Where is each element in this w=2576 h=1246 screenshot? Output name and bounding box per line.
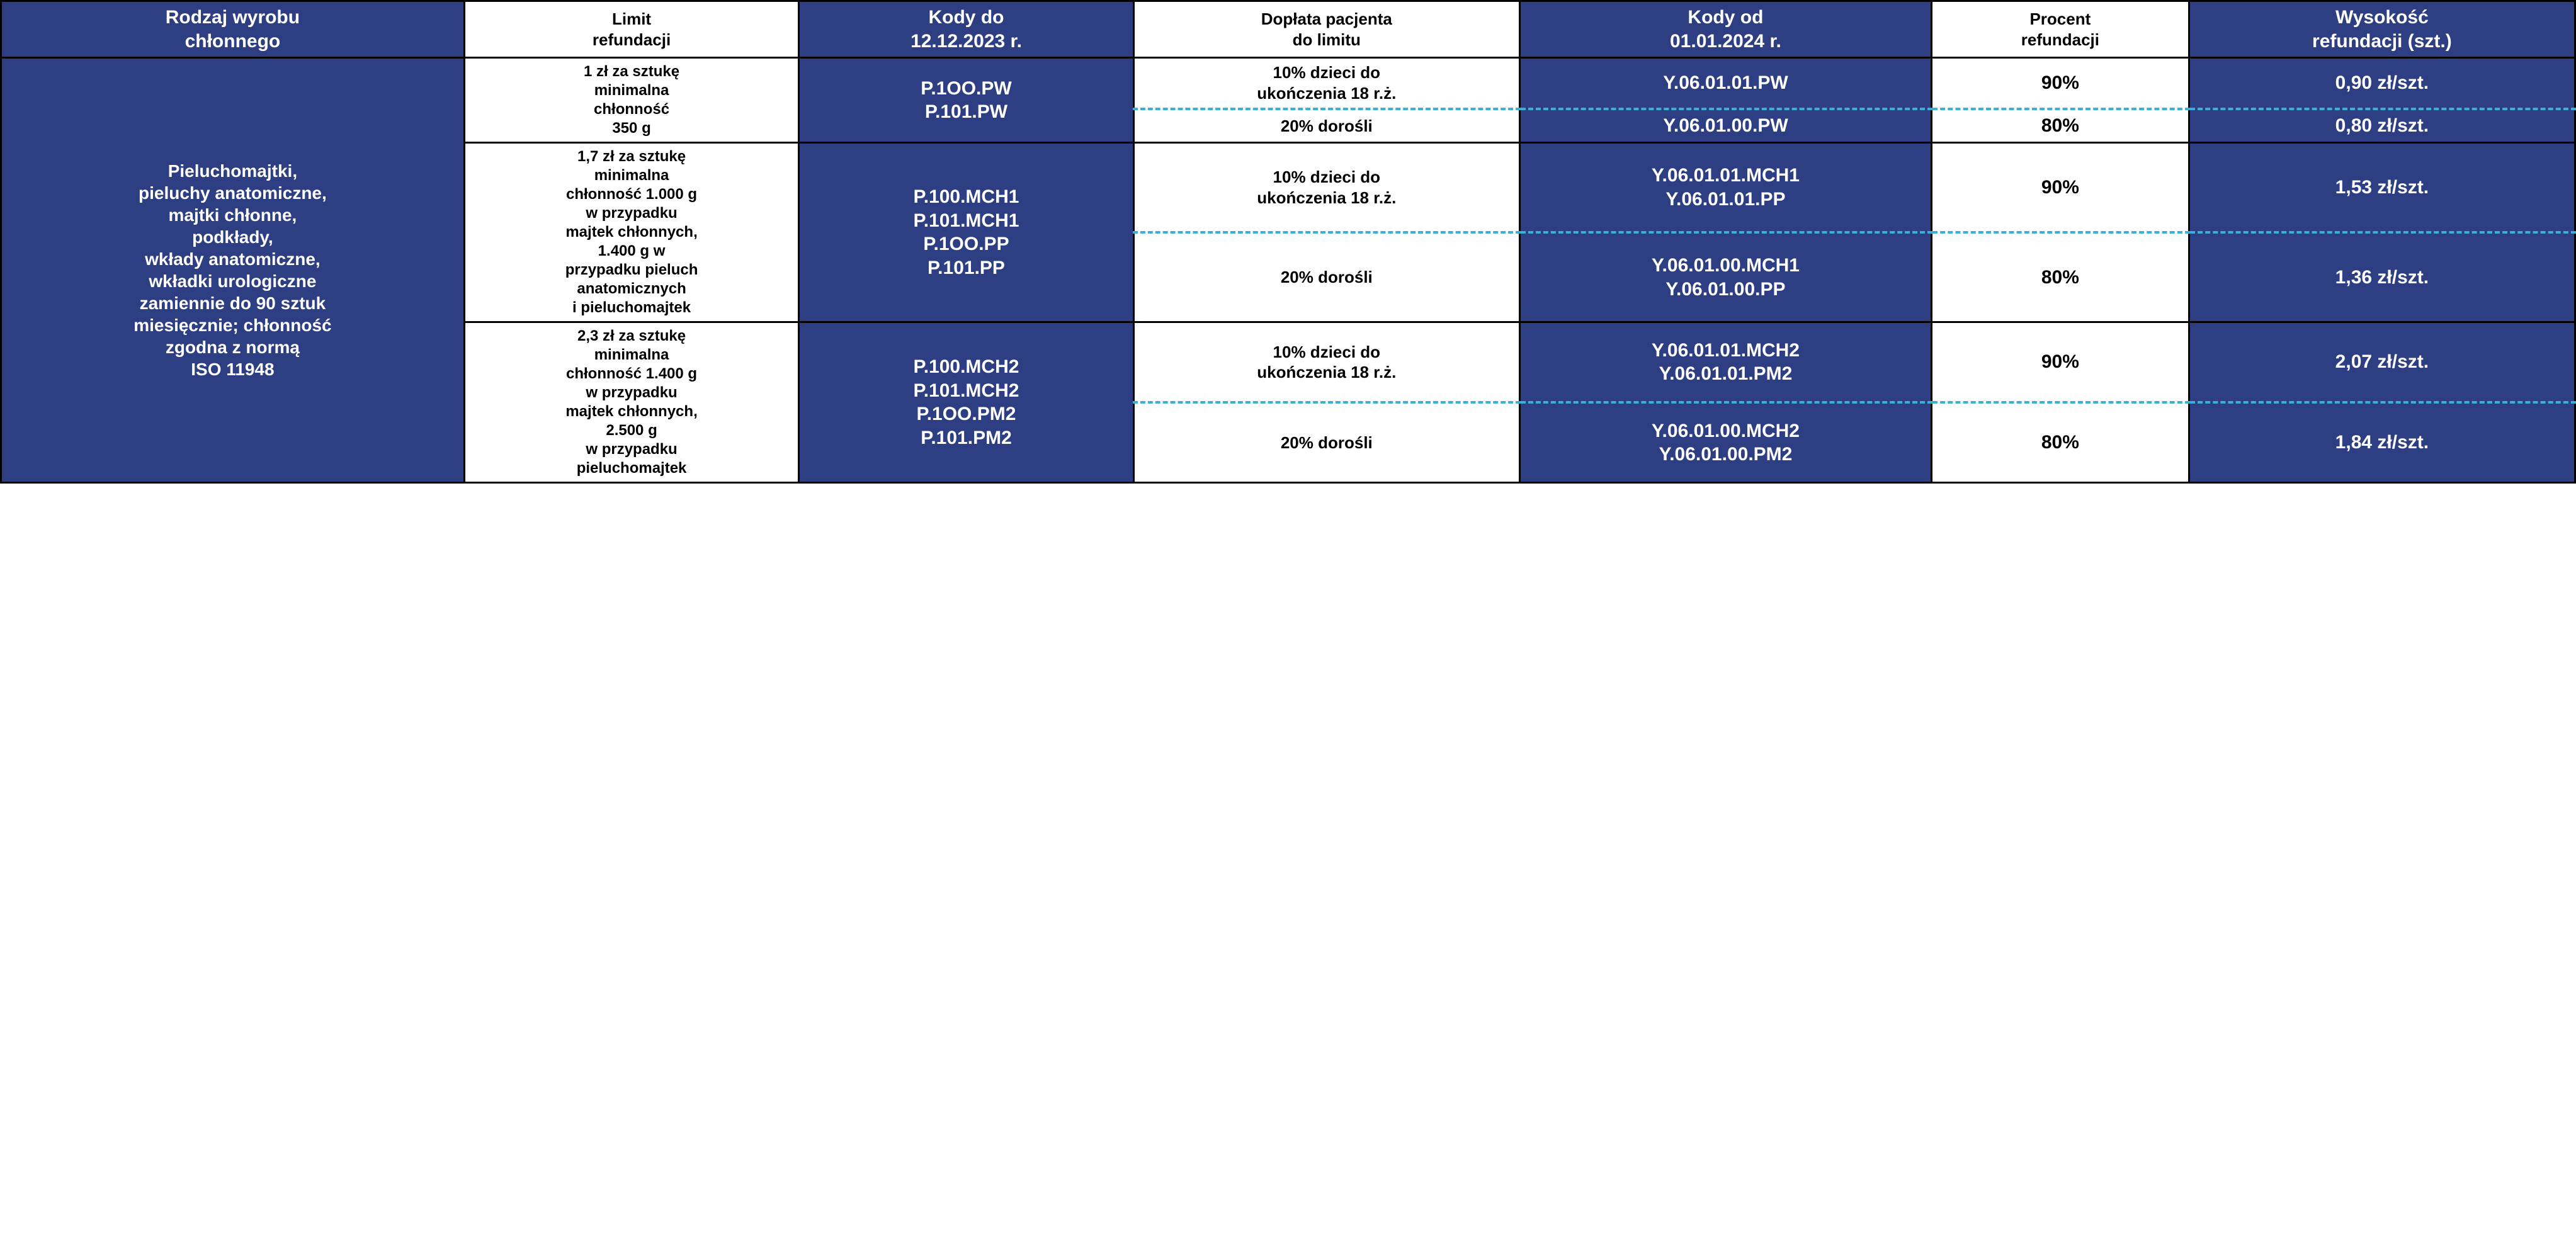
pct-cell: 90% [1931, 322, 2189, 403]
limit-cell: 2,3 zł za sztukęminimalnachłonność 1.400… [464, 322, 798, 483]
product-type-cell: Pieluchomajtki,pieluchy anatomiczne,majt… [1, 58, 465, 483]
amount-cell: 0,90 zł/szt. [2189, 58, 2575, 109]
codes-old-cell: P.100.MCH2P.101.MCH2P.1OO.PM2P.101.PM2 [799, 322, 1133, 483]
doplata-cell: 20% dorośli [1133, 232, 1519, 322]
doplata-cell: 10% dzieci doukończenia 18 r.ż. [1133, 143, 1519, 233]
codes-new-cell: Y.06.01.01.MCH1Y.06.01.01.PP [1519, 143, 1931, 233]
table-body: Pieluchomajtki,pieluchy anatomiczne,majt… [1, 58, 2575, 483]
hdr-pct: Procentrefundacji [1931, 1, 2189, 58]
codes-new-cell: Y.06.01.01.MCH2Y.06.01.01.PM2 [1519, 322, 1931, 403]
hdr-codes-old: Kody do12.12.2023 r. [799, 1, 1133, 58]
hdr-doplata: Dopłata pacjentado limitu [1133, 1, 1519, 58]
amount-cell: 2,07 zł/szt. [2189, 322, 2575, 403]
pct-cell: 90% [1931, 143, 2189, 233]
codes-new-cell: Y.06.01.01.PW [1519, 58, 1931, 109]
doplata-cell: 20% dorośli [1133, 109, 1519, 143]
doplata-cell: 10% dzieci doukończenia 18 r.ż. [1133, 58, 1519, 109]
codes-old-cell: P.100.MCH1P.101.MCH1P.1OO.PPP.101.PP [799, 143, 1133, 322]
amount-cell: 1,53 zł/szt. [2189, 143, 2575, 233]
table-row: Pieluchomajtki,pieluchy anatomiczne,majt… [1, 58, 2575, 109]
doplata-cell: 10% dzieci doukończenia 18 r.ż. [1133, 322, 1519, 403]
limit-cell: 1 zł za sztukęminimalnachłonność350 g [464, 58, 798, 143]
pct-cell: 80% [1931, 109, 2189, 143]
codes-old-cell: P.1OO.PWP.101.PW [799, 58, 1133, 143]
header-row: Rodzaj wyrobuchłonnego Limitrefundacji K… [1, 1, 2575, 58]
refund-table: Rodzaj wyrobuchłonnego Limitrefundacji K… [0, 0, 2576, 484]
amount-cell: 0,80 zł/szt. [2189, 109, 2575, 143]
pct-cell: 80% [1931, 402, 2189, 483]
hdr-limit: Limitrefundacji [464, 1, 798, 58]
hdr-product-type: Rodzaj wyrobuchłonnego [1, 1, 465, 58]
codes-new-cell: Y.06.01.00.MCH2Y.06.01.00.PM2 [1519, 402, 1931, 483]
codes-new-cell: Y.06.01.00.MCH1Y.06.01.00.PP [1519, 232, 1931, 322]
doplata-cell: 20% dorośli [1133, 402, 1519, 483]
hdr-amount: Wysokośćrefundacji (szt.) [2189, 1, 2575, 58]
codes-new-cell: Y.06.01.00.PW [1519, 109, 1931, 143]
amount-cell: 1,36 zł/szt. [2189, 232, 2575, 322]
hdr-codes-new: Kody od01.01.2024 r. [1519, 1, 1931, 58]
limit-cell: 1,7 zł za sztukęminimalnachłonność 1.000… [464, 143, 798, 322]
amount-cell: 1,84 zł/szt. [2189, 402, 2575, 483]
pct-cell: 90% [1931, 58, 2189, 109]
pct-cell: 80% [1931, 232, 2189, 322]
